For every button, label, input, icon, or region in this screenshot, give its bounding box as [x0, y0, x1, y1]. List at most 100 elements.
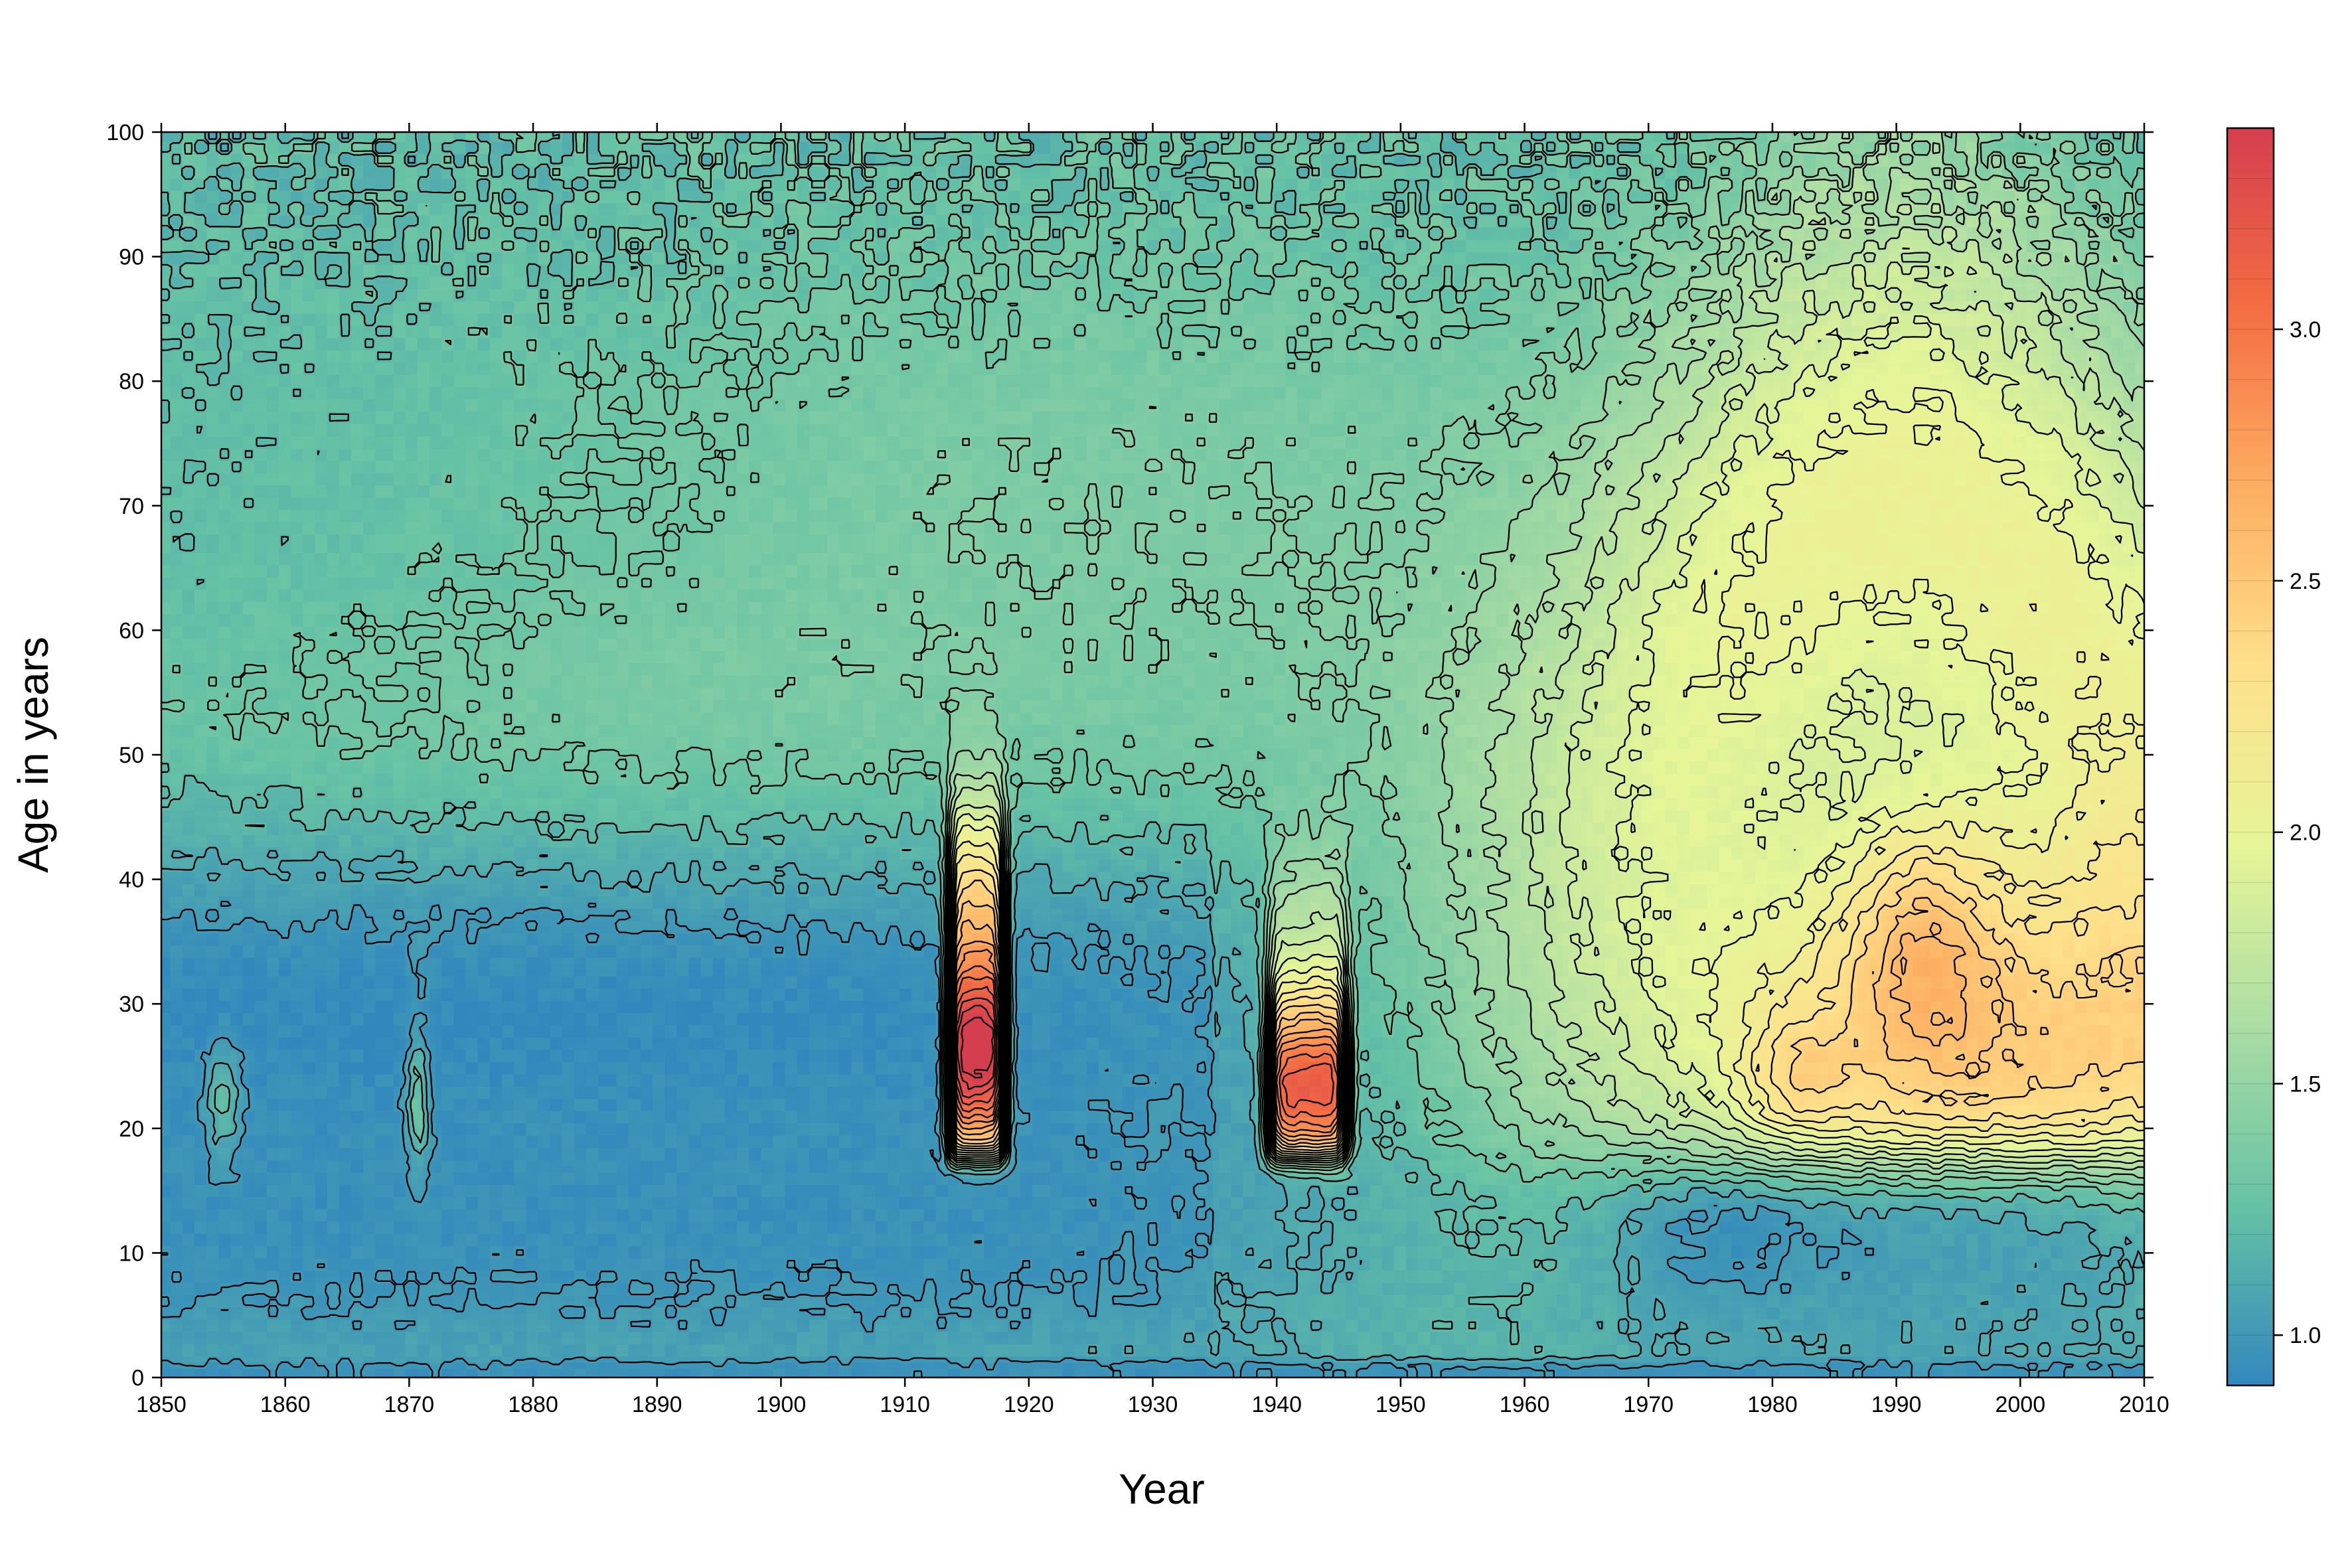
heatmap-cell: [2129, 1368, 2136, 1375]
heatmap-cell: [924, 1350, 931, 1356]
heatmap-cell: [520, 1362, 526, 1369]
heatmap-cell: [688, 1344, 695, 1350]
heatmap-cell: [1159, 1362, 1166, 1369]
heatmap-cell: [749, 1350, 755, 1356]
heatmap-cell: [394, 1350, 400, 1356]
heatmap-cell: [1774, 1350, 1780, 1356]
heatmap-cell: [1123, 1368, 1129, 1375]
heatmap-cell: [1352, 1350, 1358, 1356]
heatmap-cell: [815, 1368, 822, 1375]
heatmap-cell: [592, 1344, 599, 1350]
heatmap-cell: [635, 1344, 641, 1350]
heatmap-cell: [315, 1350, 322, 1356]
heatmap-cell: [200, 1350, 207, 1356]
heatmap-cell: [490, 1356, 497, 1363]
heatmap-cell: [972, 1362, 979, 1369]
heatmap-cell: [1997, 1350, 2003, 1356]
heatmap-cell: [852, 1362, 858, 1369]
heatmap-cell: [1647, 1356, 1654, 1363]
heatmap-cell: [629, 1350, 635, 1356]
heatmap-cell: [406, 1350, 412, 1356]
heatmap-cell: [888, 1368, 894, 1375]
heatmap-cell: [1533, 1362, 1539, 1369]
heatmap-cell: [224, 1350, 231, 1356]
heatmap-cell: [230, 1344, 237, 1350]
heatmap-cell: [1020, 1368, 1027, 1375]
heatmap-cell: [1358, 1362, 1364, 1369]
heatmap-cell: [574, 1344, 581, 1350]
heatmap-cell: [1719, 1368, 1726, 1375]
heatmap-cell: [206, 1362, 213, 1369]
heatmap-cell: [858, 1350, 864, 1356]
heatmap-cell: [592, 1368, 599, 1375]
heatmap-cell: [261, 1356, 268, 1363]
heatmap-cell: [1864, 1356, 1871, 1363]
heatmap-cell: [230, 1362, 237, 1369]
heatmap-cell: [1183, 1350, 1190, 1356]
heatmap-cell: [1075, 1368, 1081, 1375]
heatmap-cell: [363, 1344, 370, 1350]
heatmap-cell: [1346, 1350, 1352, 1356]
heatmap-cell: [803, 1350, 810, 1356]
heatmap-cell: [580, 1362, 587, 1369]
heatmap-cell: [629, 1368, 635, 1375]
heatmap-cell: [1972, 1368, 1979, 1375]
heatmap-cell: [1635, 1356, 1642, 1363]
heatmap-cell: [1780, 1368, 1786, 1375]
heatmap-cell: [1768, 1368, 1774, 1375]
heatmap-cell: [1653, 1368, 1660, 1375]
heatmap-cell: [882, 1362, 888, 1369]
heatmap-cell: [1062, 1368, 1069, 1375]
heatmap-cell: [369, 1356, 376, 1363]
heatmap-cell: [230, 1368, 237, 1375]
heatmap-cell: [1701, 1368, 1708, 1375]
heatmap-cell: [1273, 1356, 1280, 1363]
heatmap-cell: [1093, 1368, 1099, 1375]
heatmap-cell: [948, 1350, 955, 1356]
heatmap-cell: [1140, 1350, 1147, 1356]
heatmap-cell: [1545, 1368, 1551, 1375]
heatmap-cell: [1140, 1368, 1147, 1375]
heatmap-cell: [321, 1350, 328, 1356]
heatmap-cell: [267, 1344, 274, 1350]
heatmap-cell: [978, 1350, 984, 1356]
heatmap-cell: [375, 1368, 382, 1375]
heatmap-cell: [1014, 1368, 1021, 1375]
heatmap-cell: [996, 1362, 1002, 1369]
heatmap-cell: [1020, 1350, 1027, 1356]
heatmap-cell: [388, 1356, 394, 1363]
heatmap-cell: [1177, 1350, 1184, 1356]
heatmap-cell: [1484, 1350, 1491, 1356]
heatmap-cell: [1671, 1368, 1678, 1375]
heatmap-cell: [1653, 1362, 1660, 1369]
heatmap-cell: [1370, 1368, 1376, 1375]
heatmap-cell: [532, 1350, 538, 1356]
heatmap-cell: [598, 1344, 605, 1350]
heatmap-cell: [478, 1350, 485, 1356]
heatmap-cell: [218, 1344, 225, 1350]
heatmap-cell: [713, 1368, 720, 1375]
heatmap-cell: [815, 1362, 822, 1369]
heatmap-cell: [375, 1350, 382, 1356]
heatmap-cell: [2111, 1356, 2118, 1363]
heatmap-cell: [1930, 1356, 1937, 1363]
heatmap-cell: [1755, 1350, 1762, 1356]
heatmap-cell: [870, 1362, 876, 1369]
heatmap-cell: [713, 1344, 720, 1350]
heatmap-cell: [731, 1344, 738, 1350]
heatmap-cell: [1919, 1368, 1925, 1375]
heatmap-cell: [327, 1356, 334, 1363]
heatmap-cell: [839, 1368, 846, 1375]
heatmap-cell: [641, 1362, 647, 1369]
heatmap-cell: [189, 1350, 195, 1356]
heatmap-cell: [1701, 1350, 1708, 1356]
heatmap-cell: [351, 1350, 358, 1356]
heatmap-cell: [453, 1362, 460, 1369]
heatmap-cell: [1786, 1368, 1792, 1375]
heatmap-cell: [1587, 1350, 1593, 1356]
heatmap-cell: [1135, 1350, 1141, 1356]
heatmap-cell: [1370, 1350, 1376, 1356]
heatmap-cell: [1352, 1362, 1358, 1369]
heatmap-cell: [1888, 1368, 1895, 1375]
heatmap-cell: [1237, 1350, 1244, 1356]
